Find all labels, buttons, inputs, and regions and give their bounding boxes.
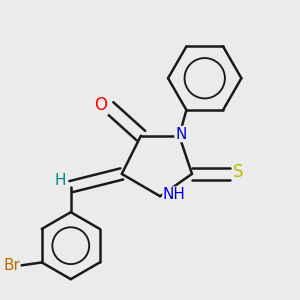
Text: NH: NH <box>163 187 186 202</box>
Text: H: H <box>55 173 66 188</box>
Text: O: O <box>94 96 108 114</box>
Text: S: S <box>233 163 244 181</box>
Text: Br: Br <box>3 258 20 273</box>
Text: N: N <box>175 127 187 142</box>
